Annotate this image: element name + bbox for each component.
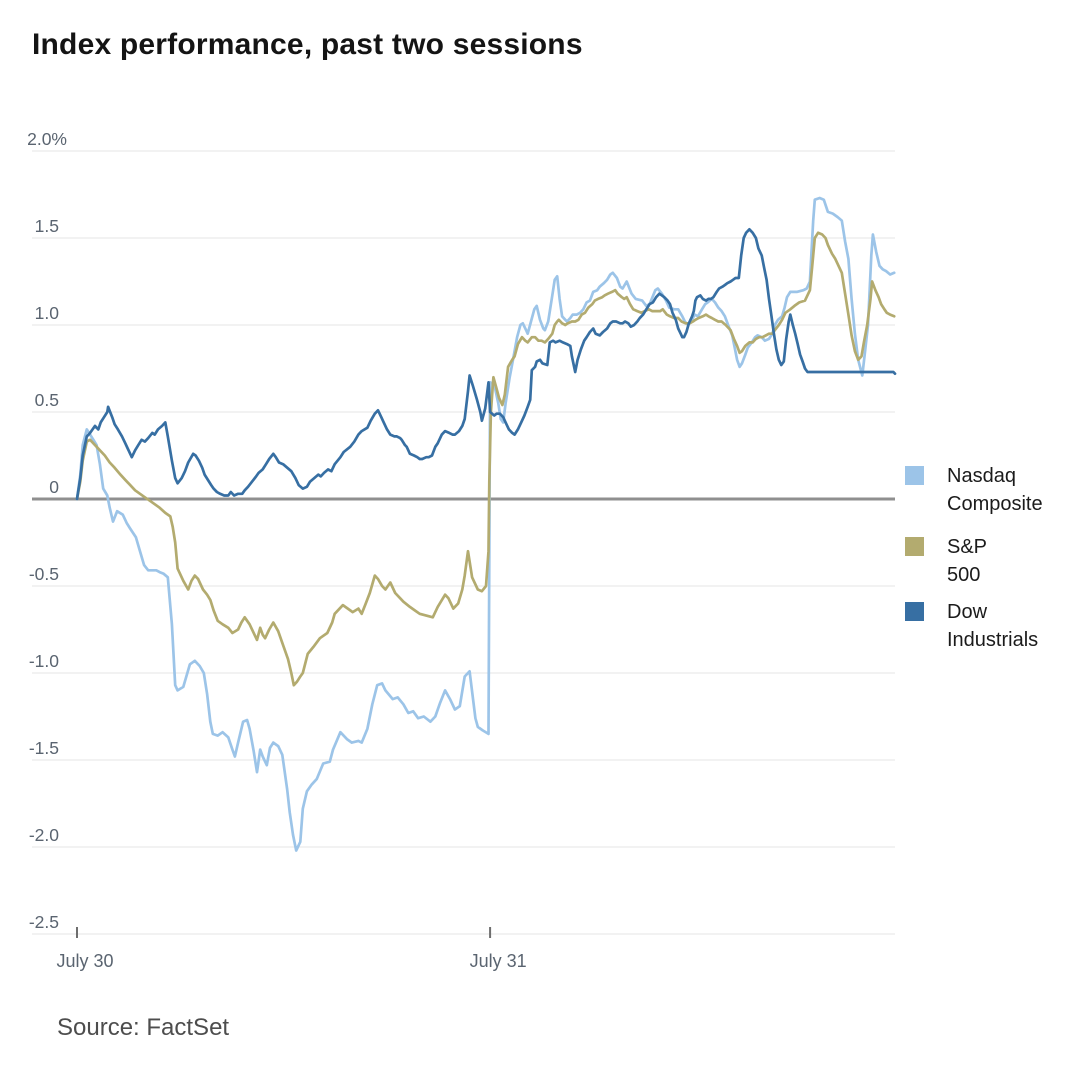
sp-500-swatch-icon (905, 537, 924, 556)
x-axis-label: July 31 (470, 951, 527, 971)
y-axis-label: 0.5 (35, 390, 59, 410)
series-line-dow-industrials (75, 227, 897, 501)
y-axis-label: 1.5 (35, 216, 59, 236)
legend-item-dow-industrials: Dow Industrials (905, 598, 1039, 654)
series-line-nasdaq-composite (75, 196, 896, 852)
y-axis-label: -1.5 (29, 738, 59, 758)
nasdaq-composite-swatch-icon (905, 466, 924, 485)
series-line-s-p-500 (75, 231, 896, 687)
dow-industrials-swatch-icon (905, 602, 924, 621)
y-axis-label: -0.5 (29, 564, 59, 584)
y-axis-label: -1.0 (29, 651, 59, 671)
legend-label: S&P 500 (947, 536, 987, 586)
y-axis-label: -2.0 (29, 825, 59, 845)
source-note: Source: FactSet (57, 1014, 230, 1041)
legend-item-nasdaq-composite: Nasdaq Composite (905, 462, 1043, 518)
x-axis-label: July 30 (56, 951, 113, 971)
legend-label: Dow Industrials (947, 601, 1039, 651)
y-axis-label: 1.0 (35, 303, 60, 323)
legend-label: Nasdaq Composite (947, 465, 1043, 515)
y-axis-label: 0 (49, 477, 59, 497)
y-axis-label: 2.0% (27, 129, 67, 149)
y-axis-label: -2.5 (29, 912, 59, 932)
chart-title: Index performance, past two sessions (32, 28, 583, 61)
legend-item-sp-500: S&P 500 (905, 533, 1007, 589)
